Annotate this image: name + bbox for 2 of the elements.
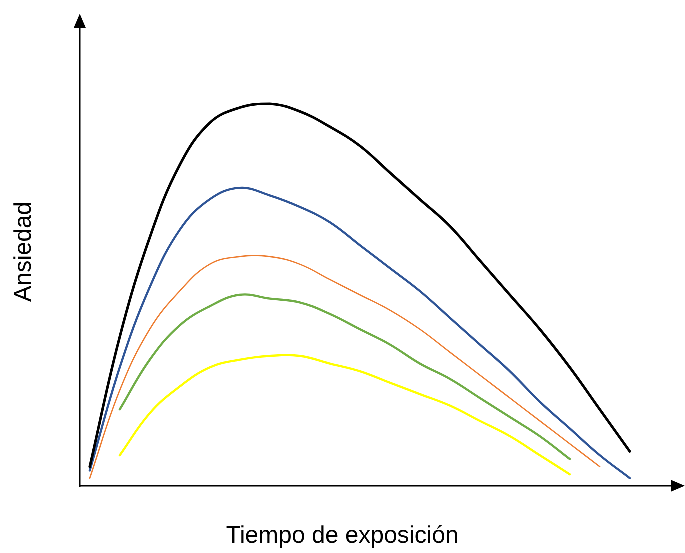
x-axis-title: Tiempo de exposición (225, 522, 460, 550)
y-axis-title: Ansiedad (10, 202, 38, 302)
